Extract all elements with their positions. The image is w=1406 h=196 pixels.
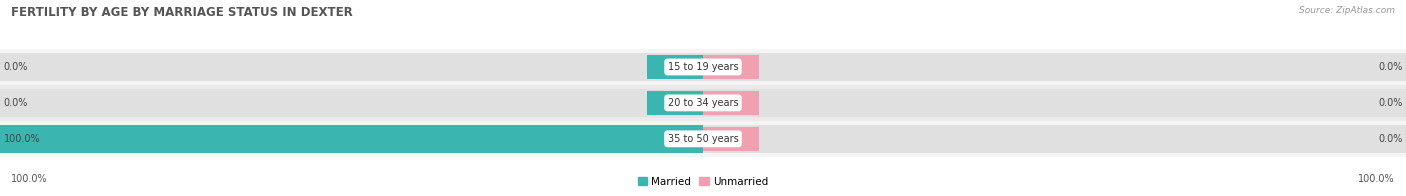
Text: FERTILITY BY AGE BY MARRIAGE STATUS IN DEXTER: FERTILITY BY AGE BY MARRIAGE STATUS IN D…: [11, 6, 353, 19]
Bar: [0, 53, 703, 81]
Bar: [703, 91, 759, 115]
Bar: [0, 125, 703, 153]
Bar: [647, 127, 703, 151]
Text: 15 to 19 years: 15 to 19 years: [668, 62, 738, 72]
Bar: [703, 89, 1406, 117]
Bar: [703, 125, 1406, 153]
Bar: [647, 91, 703, 115]
Text: 0.0%: 0.0%: [1378, 134, 1403, 144]
Bar: [647, 55, 703, 79]
Text: 0.0%: 0.0%: [3, 98, 28, 108]
Bar: [0, 89, 703, 117]
Text: 100.0%: 100.0%: [11, 174, 48, 184]
Text: 0.0%: 0.0%: [3, 62, 28, 72]
Bar: [703, 127, 759, 151]
Bar: [703, 55, 759, 79]
Text: 35 to 50 years: 35 to 50 years: [668, 134, 738, 144]
Text: 0.0%: 0.0%: [1378, 98, 1403, 108]
Text: 20 to 34 years: 20 to 34 years: [668, 98, 738, 108]
Bar: [703, 53, 1406, 81]
Text: 100.0%: 100.0%: [3, 134, 41, 144]
Text: 100.0%: 100.0%: [1358, 174, 1395, 184]
Text: Source: ZipAtlas.com: Source: ZipAtlas.com: [1299, 6, 1395, 15]
Text: 0.0%: 0.0%: [1378, 62, 1403, 72]
Bar: [0, 125, 703, 153]
Legend: Married, Unmarried: Married, Unmarried: [634, 172, 772, 191]
